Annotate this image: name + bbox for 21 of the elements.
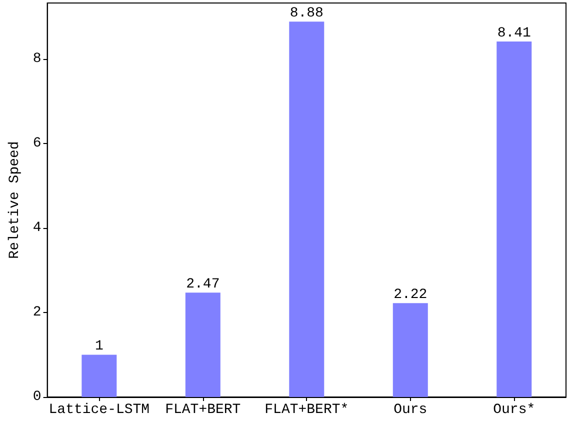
bar (392, 303, 428, 397)
x-tick-label: Lattice-LSTM (48, 402, 150, 418)
y-tick-label: 8 (32, 50, 42, 67)
y-tick-label: 6 (32, 135, 42, 152)
y-tick-label: 4 (32, 220, 42, 236)
y-tick-label: 0 (32, 389, 42, 405)
x-tick-label: FLAT+BERT* (264, 402, 349, 418)
data-label: 8.88 (290, 6, 324, 22)
x-tick-label: FLAT+BERT (165, 402, 241, 418)
data-label: 2.47 (186, 276, 220, 293)
x-tick-label: Ours* (493, 402, 536, 418)
bar (496, 41, 532, 397)
bar (185, 292, 220, 397)
y-axis-title: Reletive Speed (7, 141, 23, 259)
data-label: 1 (94, 338, 104, 355)
y-tick-label: 2 (32, 304, 42, 320)
bar (82, 354, 117, 397)
data-label: 8.41 (497, 25, 531, 42)
bar (289, 22, 324, 397)
x-tick-label: Ours (394, 402, 428, 418)
data-label: 2.22 (394, 287, 428, 304)
